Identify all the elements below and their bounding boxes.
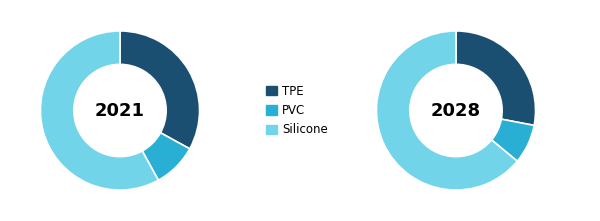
Wedge shape <box>40 31 158 190</box>
Wedge shape <box>376 31 517 190</box>
Text: 2028: 2028 <box>431 101 481 120</box>
Wedge shape <box>142 133 190 180</box>
Wedge shape <box>456 31 536 125</box>
Legend: TPE, PVC, Silicone: TPE, PVC, Silicone <box>263 81 331 140</box>
Wedge shape <box>491 119 534 161</box>
Text: 2021: 2021 <box>95 101 145 120</box>
Wedge shape <box>120 31 200 149</box>
